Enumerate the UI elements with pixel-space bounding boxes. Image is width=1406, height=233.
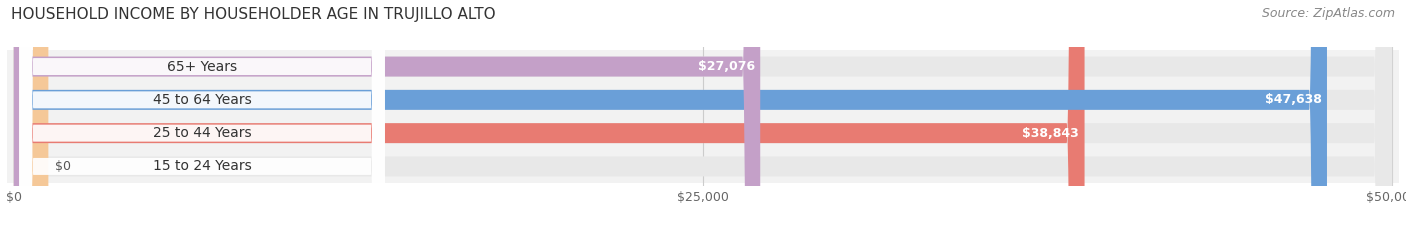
FancyBboxPatch shape <box>14 0 1084 233</box>
FancyBboxPatch shape <box>14 0 1392 233</box>
FancyBboxPatch shape <box>14 0 48 233</box>
Text: 15 to 24 Years: 15 to 24 Years <box>153 159 252 173</box>
Text: $38,843: $38,843 <box>1022 127 1078 140</box>
Text: HOUSEHOLD INCOME BY HOUSEHOLDER AGE IN TRUJILLO ALTO: HOUSEHOLD INCOME BY HOUSEHOLDER AGE IN T… <box>11 7 496 22</box>
Text: Source: ZipAtlas.com: Source: ZipAtlas.com <box>1261 7 1395 20</box>
FancyBboxPatch shape <box>14 0 1392 233</box>
FancyBboxPatch shape <box>20 0 385 233</box>
Text: 25 to 44 Years: 25 to 44 Years <box>153 126 252 140</box>
FancyBboxPatch shape <box>14 0 1392 233</box>
Text: 65+ Years: 65+ Years <box>167 60 238 74</box>
Bar <box>7 116 1399 150</box>
FancyBboxPatch shape <box>20 0 385 233</box>
FancyBboxPatch shape <box>14 0 1327 233</box>
Text: $0: $0 <box>55 160 72 173</box>
FancyBboxPatch shape <box>14 0 1392 233</box>
FancyBboxPatch shape <box>20 0 385 233</box>
FancyBboxPatch shape <box>20 0 385 233</box>
Bar <box>7 50 1399 83</box>
Text: $47,638: $47,638 <box>1264 93 1322 106</box>
Bar <box>7 150 1399 183</box>
Text: $27,076: $27,076 <box>697 60 755 73</box>
Bar <box>7 83 1399 116</box>
Text: 45 to 64 Years: 45 to 64 Years <box>153 93 252 107</box>
FancyBboxPatch shape <box>14 0 761 233</box>
